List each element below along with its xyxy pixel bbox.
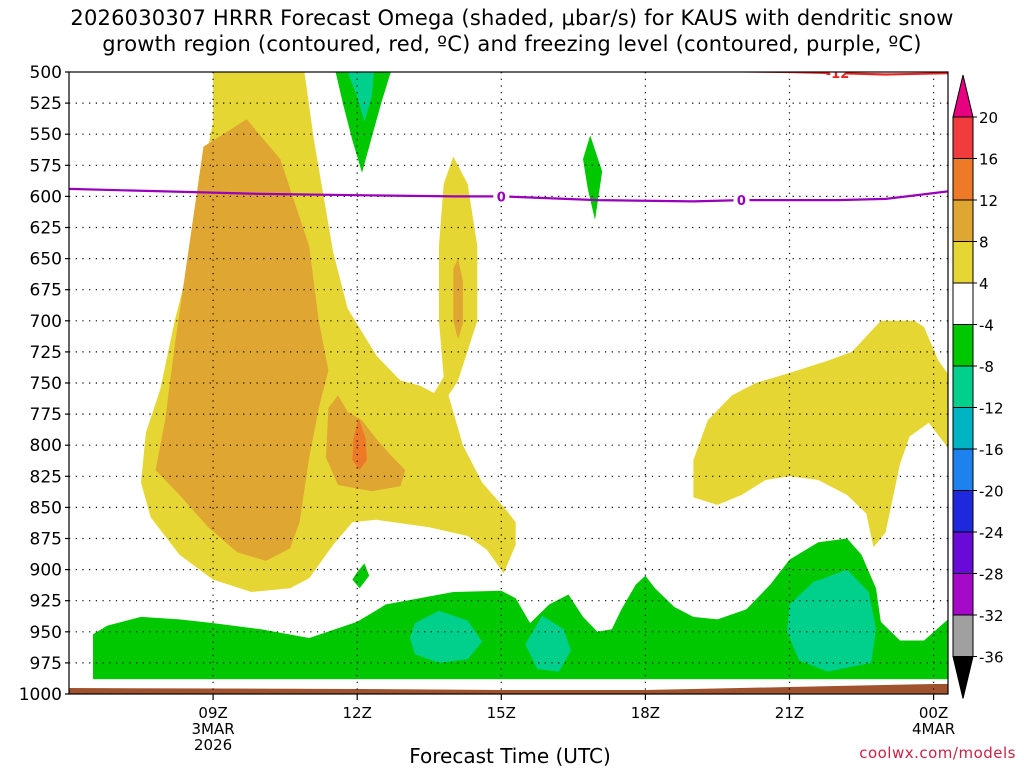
x-tick-label-21Z: 21Z bbox=[775, 704, 804, 722]
y-tick-label-775: 775 bbox=[30, 405, 62, 425]
colorbar-swatch-7 bbox=[952, 365, 974, 408]
y-tick-label-725: 725 bbox=[30, 343, 62, 363]
colorbar-swatch-13 bbox=[952, 614, 974, 657]
colorbar-top-triangle bbox=[952, 74, 974, 118]
colorbar-label--8: -8 bbox=[979, 358, 994, 376]
x-tick-label-09Z: 09Z bbox=[198, 704, 227, 722]
colorbar-label--12: -12 bbox=[979, 400, 1004, 418]
x-tick-label-00Z-line2: 4MAR bbox=[912, 720, 955, 738]
y-tick-label-650: 650 bbox=[30, 250, 62, 270]
x-tick-label-09Z-line3: 2026 bbox=[194, 736, 232, 754]
y-tick-label-925: 925 bbox=[30, 592, 62, 612]
colorbar-label--20: -20 bbox=[979, 483, 1004, 501]
colorbar-label--16: -16 bbox=[979, 441, 1004, 459]
colorbar-label-12: 12 bbox=[979, 192, 998, 210]
y-tick-label-525: 525 bbox=[30, 94, 62, 114]
y-tick-label-700: 700 bbox=[30, 312, 62, 332]
y-tick-label-550: 550 bbox=[30, 125, 62, 145]
omega-region-teal-top bbox=[347, 72, 374, 122]
colorbar-swatch-2 bbox=[952, 158, 974, 201]
y-tick-label-950: 950 bbox=[30, 623, 62, 643]
x-axis-label: Forecast Time (UTC) bbox=[409, 744, 611, 768]
y-tick-label-975: 975 bbox=[30, 654, 62, 674]
y-tick-label-750: 750 bbox=[30, 374, 62, 394]
ground-surface bbox=[69, 684, 948, 694]
y-tick-label-850: 850 bbox=[30, 498, 62, 518]
omega-region-green-top bbox=[335, 72, 391, 173]
y-tick-label-800: 800 bbox=[30, 436, 62, 456]
omega-region-teal-1330 bbox=[410, 610, 483, 663]
omega-region-yellow-right bbox=[693, 320, 948, 548]
x-tick-label-15Z: 15Z bbox=[487, 704, 516, 722]
y-tick-label-500: 500 bbox=[30, 63, 62, 83]
contour-label-dgz-minus12: -12 bbox=[826, 67, 850, 82]
colorbar-swatch-6 bbox=[952, 324, 974, 367]
colorbar-label--32: -32 bbox=[979, 607, 1004, 625]
y-tick-label-875: 875 bbox=[30, 530, 62, 550]
omega-region-orange-main bbox=[155, 119, 329, 561]
chart-title-line2: growth region (contoured, red, ºC) and f… bbox=[102, 32, 922, 56]
colorbar-swatch-9 bbox=[952, 448, 974, 491]
x-tick-label-12Z: 12Z bbox=[343, 704, 372, 722]
contour-freezing-level bbox=[69, 187, 948, 203]
colorbar-label--36: -36 bbox=[979, 649, 1004, 667]
colorbar-label--24: -24 bbox=[979, 524, 1004, 542]
omega-region-teal-2130 bbox=[787, 569, 876, 672]
omega-region-orange-sliver bbox=[453, 258, 463, 340]
y-tick-label-575: 575 bbox=[30, 156, 62, 176]
contour-label-freezing-level: 0 bbox=[737, 194, 746, 209]
colorbar-label--28: -28 bbox=[979, 566, 1004, 584]
colorbar-label-16: 16 bbox=[979, 151, 998, 169]
y-tick-label-1000: 1000 bbox=[19, 685, 62, 705]
x-tick-label-09Z-line2: 3MAR bbox=[192, 720, 235, 738]
contour-label-freezing-level: 0 bbox=[497, 190, 506, 205]
x-tick-label-00Z: 00Z bbox=[919, 704, 948, 722]
colorbar-label-20: 20 bbox=[979, 109, 998, 127]
colorbar-swatch-11 bbox=[952, 531, 974, 574]
colorbar-swatch-3 bbox=[952, 199, 974, 242]
colorbar-swatch-10 bbox=[952, 490, 974, 533]
credit-link[interactable]: coolwx.com/models bbox=[859, 744, 1016, 762]
omega-region-green-bottom bbox=[93, 538, 948, 680]
contour-label-bg bbox=[829, 72, 846, 81]
y-tick-label-900: 900 bbox=[30, 561, 62, 581]
colorbar-swatch-1 bbox=[952, 116, 974, 159]
chart-title-line1: 2026030307 HRRR Forecast Omega (shaded, … bbox=[70, 6, 954, 30]
colorbar-swatch-4 bbox=[952, 241, 974, 284]
contour-label-bg bbox=[733, 193, 750, 208]
y-tick-label-825: 825 bbox=[30, 467, 62, 487]
x-tick-label-18Z: 18Z bbox=[631, 704, 660, 722]
colorbar-bottom-triangle bbox=[952, 656, 974, 699]
omega-region-green-blob-17z bbox=[583, 135, 603, 220]
colorbar-swatch-8 bbox=[952, 407, 974, 450]
contour-dgz-minus12 bbox=[701, 72, 948, 76]
omega-region-orange-dark-spot bbox=[352, 417, 367, 471]
y-tick-label-675: 675 bbox=[30, 281, 62, 301]
colorbar-swatch-5 bbox=[952, 282, 974, 325]
colorbar-label--4: -4 bbox=[979, 317, 994, 335]
colorbar-label-4: 4 bbox=[979, 275, 989, 293]
omega-region-teal-16z bbox=[525, 615, 571, 672]
y-tick-label-625: 625 bbox=[30, 219, 62, 239]
contour-label-bg bbox=[493, 189, 510, 204]
omega-region-green-blob-12z bbox=[352, 563, 370, 589]
y-tick-label-600: 600 bbox=[30, 187, 62, 207]
colorbar-label-8: 8 bbox=[979, 234, 989, 252]
colorbar-swatch-12 bbox=[952, 573, 974, 616]
